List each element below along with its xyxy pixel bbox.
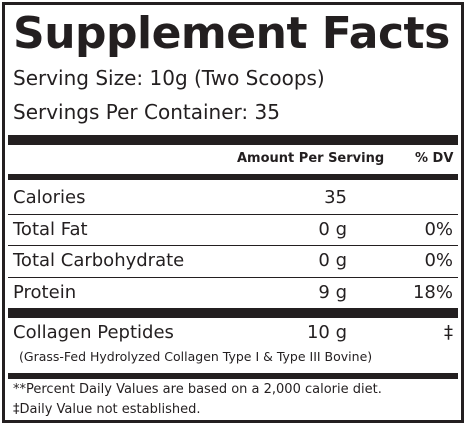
- nutrient-label-protein: Protein: [13, 282, 77, 303]
- servings-per-container: Servings Per Container: 35: [13, 100, 280, 124]
- nutrient-label-total-carbohydrate: Total Carbohydrate: [13, 250, 185, 271]
- ingredient-amount-collagen-peptides: 10 g: [306, 322, 347, 343]
- row-divider: [8, 277, 458, 278]
- divider-footer: [8, 373, 458, 379]
- divider-thick-top: [8, 135, 458, 145]
- nutrient-dv-total-carbohydrate: 0%: [424, 250, 453, 271]
- nutrient-amount-total-fat: 0 g: [318, 219, 347, 240]
- serving-size: Serving Size: 10g (Two Scoops): [13, 66, 325, 90]
- panel-title: Supplement Facts: [13, 8, 450, 59]
- amount-per-serving-header: Amount Per Serving: [237, 151, 385, 166]
- nutrient-amount-protein: 9 g: [318, 282, 347, 303]
- row-divider: [8, 245, 458, 246]
- ingredient-label-collagen-peptides: Collagen Peptides: [13, 322, 174, 343]
- nutrient-dv-protein: 18%: [412, 282, 453, 303]
- nutrient-dv-total-fat: 0%: [424, 219, 453, 240]
- footnote-percent-daily-values: **Percent Daily Values are based on a 2,…: [13, 382, 382, 397]
- ingredient-dv-collagen-peptides: ‡: [444, 322, 453, 343]
- nutrient-label-total-fat: Total Fat: [13, 219, 88, 240]
- daily-value-header: % DV: [415, 151, 454, 166]
- ingredient-detail-collagen: (Grass-Fed Hydrolyzed Collagen Type I & …: [19, 349, 373, 364]
- nutrient-label-calories: Calories: [13, 187, 86, 208]
- footnote-dv-not-established: ‡Daily Value not established.: [13, 402, 201, 417]
- nutrient-amount-total-carbohydrate: 0 g: [318, 250, 347, 271]
- supplement-facts-panel: Supplement Facts Serving Size: 10g (Two …: [2, 2, 464, 423]
- nutrient-amount-calories: 35: [324, 187, 347, 208]
- divider-thick-middle: [8, 308, 458, 318]
- row-divider: [8, 214, 458, 215]
- divider-header: [8, 174, 458, 180]
